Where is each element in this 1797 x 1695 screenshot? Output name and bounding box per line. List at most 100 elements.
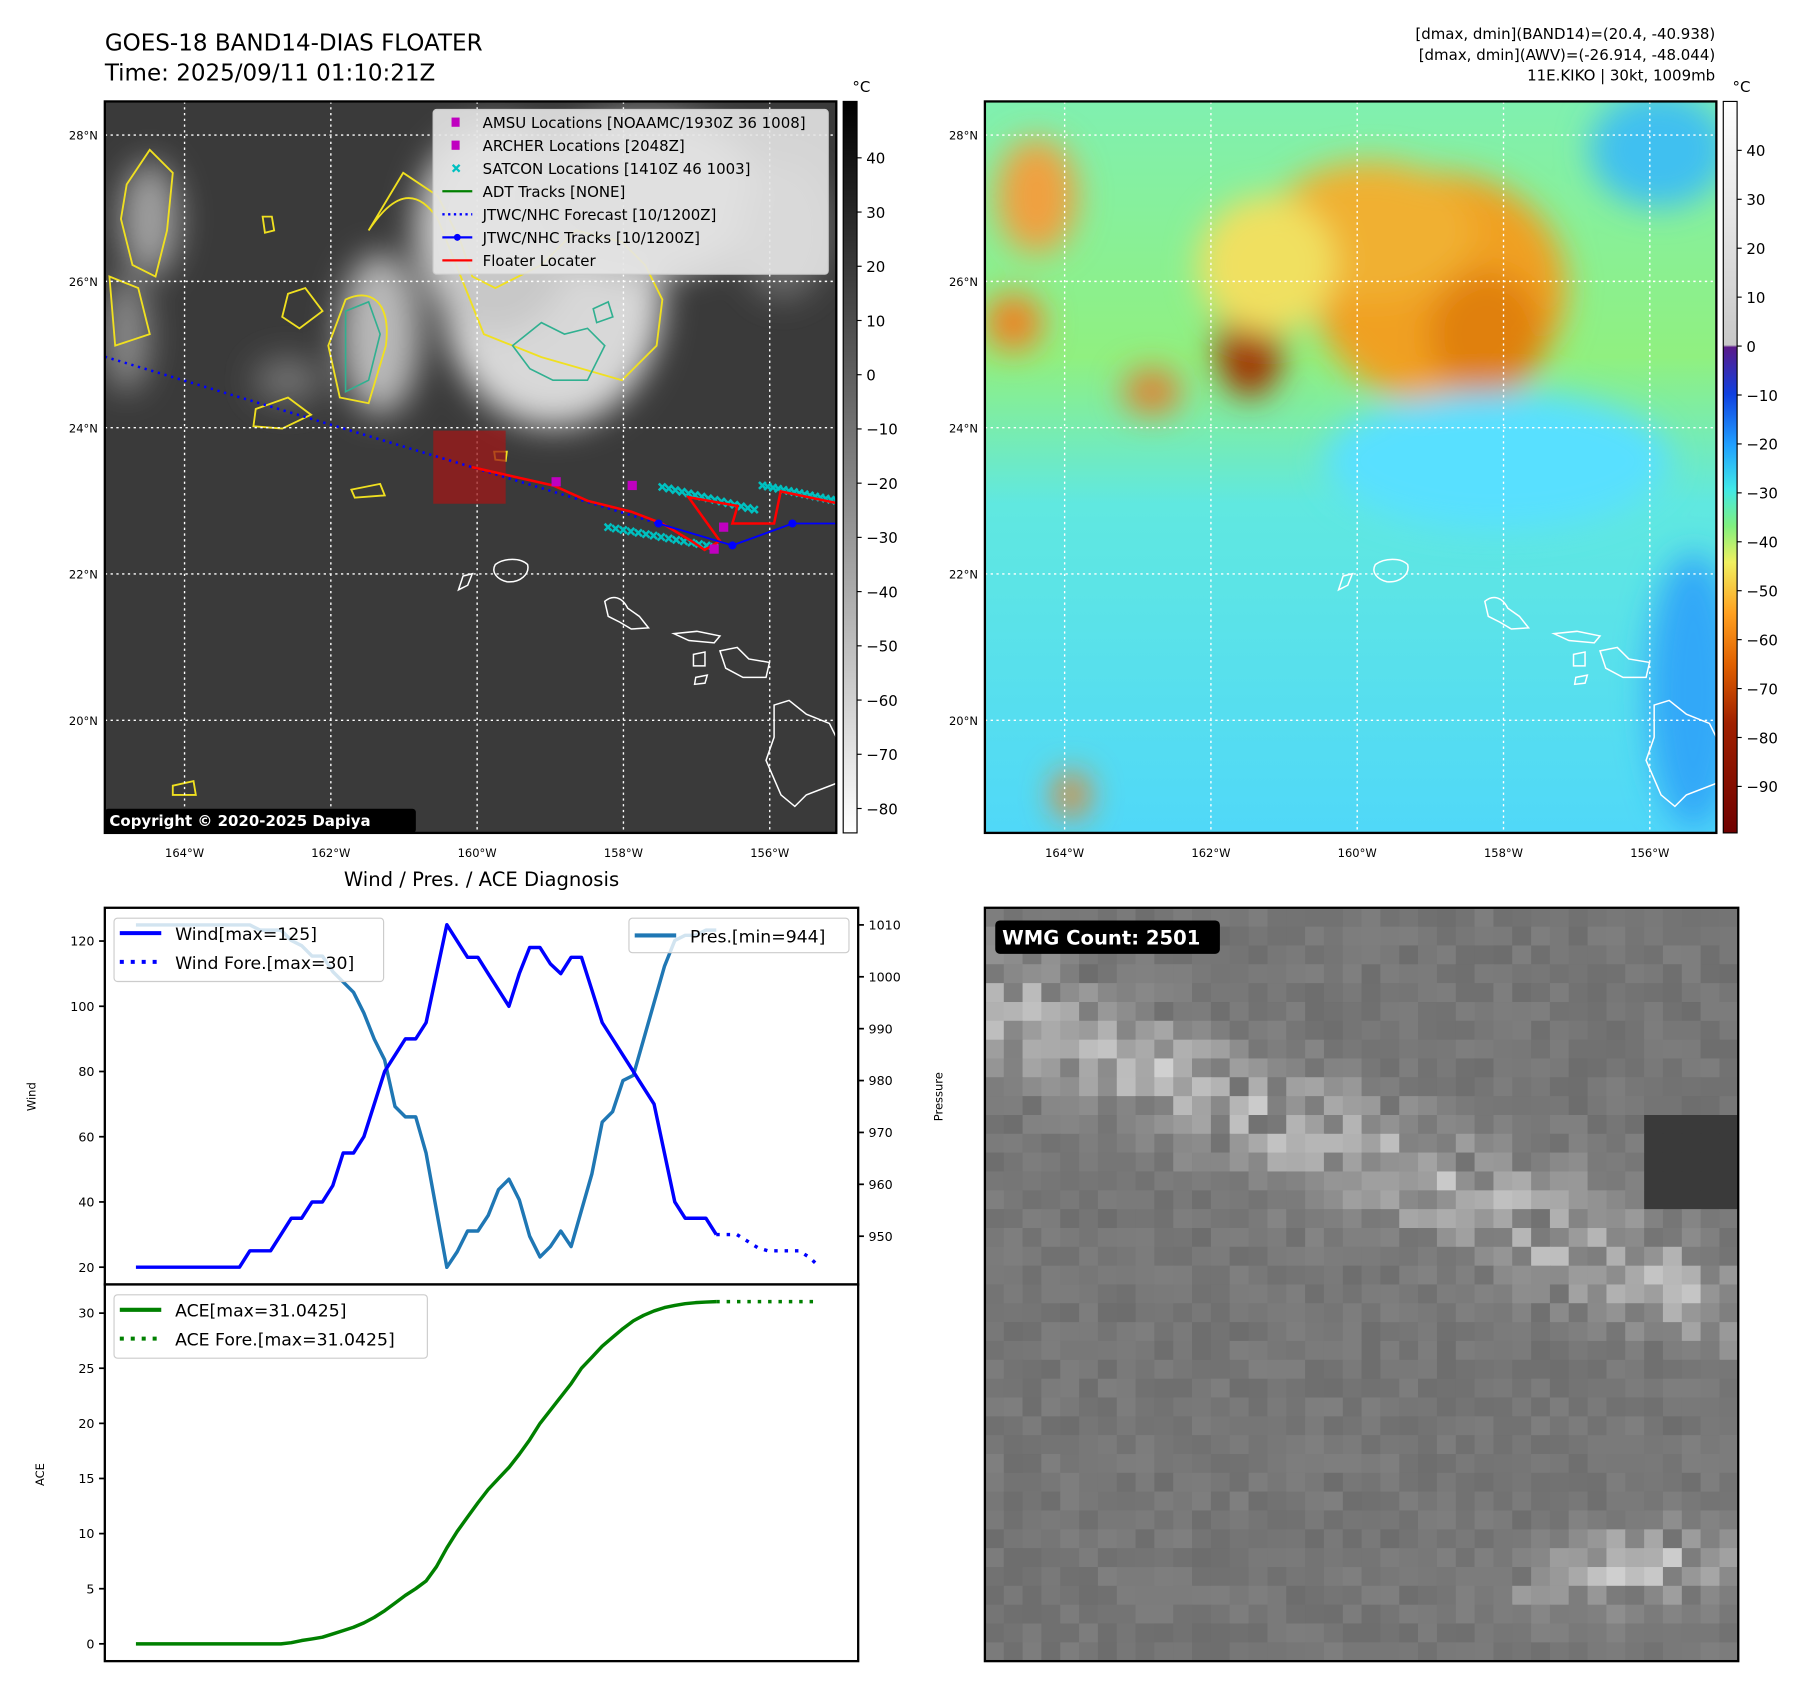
wmg-pixel — [1022, 1228, 1042, 1248]
wmg-pixel — [1719, 907, 1739, 928]
wmg-pixel — [1418, 1322, 1438, 1342]
wmg-pixel — [1681, 1454, 1702, 1474]
wmg-pixel — [1116, 1020, 1137, 1041]
wmg-pixel — [1342, 964, 1363, 984]
wmg-pixel — [1097, 1359, 1118, 1380]
wmg-pixel — [1606, 1020, 1626, 1041]
wmg-pixel — [1493, 1115, 1513, 1135]
colorbar-tick-label: −30 — [866, 529, 898, 547]
wmg-pixel — [1399, 1642, 1419, 1662]
wmg-pixel — [1719, 1548, 1739, 1568]
wmg-pixel — [1361, 1133, 1381, 1154]
wmg-pixel — [1568, 1303, 1589, 1323]
wmg-pixel — [1342, 1039, 1363, 1060]
wmg-pixel — [1455, 1340, 1476, 1361]
map-grid — [984, 101, 1717, 833]
wmg-pixel — [1342, 1209, 1363, 1229]
legend-wind-fore: Wind Fore.[max=30] — [175, 954, 354, 974]
wmg-pixel — [1644, 1623, 1664, 1643]
wmg-pixel — [1041, 1548, 1061, 1568]
wmg-pixel — [984, 1303, 1005, 1323]
wmg-pixel — [1097, 1133, 1118, 1154]
wmg-pixel — [1154, 1303, 1174, 1323]
wmg-pixel — [1512, 1284, 1532, 1304]
wmg-pixel — [1493, 1604, 1513, 1625]
wmg-pixel — [1135, 1510, 1155, 1530]
wmg-pixel — [1662, 1378, 1683, 1399]
wmg-pixel — [1531, 1416, 1551, 1436]
wmg-pixel — [1022, 1096, 1042, 1116]
wmg-pixel — [1644, 1435, 1664, 1455]
wmg-pixel — [1135, 1171, 1155, 1191]
wmg-pixel — [1568, 1472, 1589, 1493]
wmg-pixel — [1248, 1322, 1268, 1342]
wmg-pixel — [1210, 1491, 1231, 1511]
wmg-pixel — [1210, 1171, 1231, 1191]
awv-map: 164°W 162°W 160°W 158°W 156°W28°N26°N24°N22°… — [949, 78, 1778, 860]
colorbar-tick-label: −50 — [866, 638, 898, 656]
wmg-pixel — [1116, 1604, 1137, 1625]
wmg-pixel — [1418, 926, 1438, 947]
wmg-pixel — [1587, 1472, 1607, 1493]
wmg-pixel — [1568, 1209, 1589, 1229]
wmg-pixel — [1587, 1190, 1607, 1210]
wmg-pixel — [1154, 1604, 1174, 1625]
legend-box — [113, 917, 385, 983]
wmg-pixel — [1512, 1020, 1532, 1041]
wmg-pixel — [1700, 1585, 1720, 1606]
wmg-pixel — [1418, 1454, 1438, 1474]
wmg-pixel — [1587, 1058, 1607, 1078]
wmg-pixel — [1625, 1322, 1645, 1342]
colorbar-tick-label: −30 — [1746, 485, 1778, 503]
lat-tick-label: 22°N — [949, 568, 978, 582]
wmg-pixel — [1210, 1378, 1231, 1399]
wmg-pixel — [1323, 1322, 1344, 1342]
wmg-pixel — [1116, 1002, 1137, 1022]
wmg-pixel — [984, 1623, 1005, 1643]
wmg-pixel — [1210, 1115, 1231, 1135]
wmg-pixel — [1041, 1096, 1061, 1116]
wmg-pixel — [1229, 964, 1250, 984]
wmg-pixel — [1455, 1190, 1476, 1210]
wmg-pixel — [1079, 1416, 1099, 1436]
wmg-pixel — [1079, 1228, 1099, 1248]
wmg-pixel — [1229, 1209, 1250, 1229]
wmg-pixel — [1606, 1529, 1626, 1549]
wmg-pixel — [1173, 1284, 1193, 1304]
wmg-pixel — [1097, 1322, 1118, 1342]
wmg-pixel — [1267, 1416, 1287, 1436]
wmg-pixel — [1512, 964, 1532, 984]
legend-marker-x — [451, 163, 461, 173]
wmg-pixel — [1116, 1284, 1137, 1304]
wmg-pixel — [1135, 1567, 1155, 1587]
wmg-pixel — [1606, 1454, 1626, 1474]
wmg-pixel — [1286, 1096, 1306, 1116]
wmg-pixel — [1248, 1548, 1268, 1568]
wmg-pixel — [1323, 1454, 1344, 1474]
wmg-pixel — [1361, 1171, 1381, 1191]
wmg-pixel — [1342, 1472, 1363, 1493]
wmg-pixel — [1210, 1435, 1231, 1455]
fix-marker — [627, 480, 637, 491]
wmg-pixel — [1116, 1039, 1137, 1060]
wmg-pixel — [1060, 1096, 1080, 1116]
wmg-pixel — [1323, 926, 1344, 947]
wmg-pixel — [1568, 1529, 1589, 1549]
wmg-pixel — [1700, 1133, 1720, 1154]
wmg-pixel — [1361, 1416, 1381, 1436]
wmg-pixel — [984, 1115, 1005, 1135]
wmg-pixel — [1700, 1604, 1720, 1625]
wmg-pixel — [1248, 1604, 1268, 1625]
wmg-pixel — [1229, 1642, 1250, 1662]
y2-tick-label: 970 — [869, 1125, 893, 1140]
wmg-pixel — [1361, 1397, 1381, 1417]
wmg-pixel — [1512, 1002, 1532, 1022]
wmg-pixel — [1003, 1585, 1024, 1606]
colorbar-tick-label: −70 — [866, 746, 898, 764]
wmg-pixel — [1380, 964, 1400, 984]
wmg-pixel — [1455, 1359, 1476, 1380]
wmg-pixel — [1455, 1397, 1476, 1417]
wmg-pixel — [1380, 1472, 1400, 1493]
wmg-pixel — [1436, 1359, 1457, 1380]
wmg-pixel — [1079, 1567, 1099, 1587]
